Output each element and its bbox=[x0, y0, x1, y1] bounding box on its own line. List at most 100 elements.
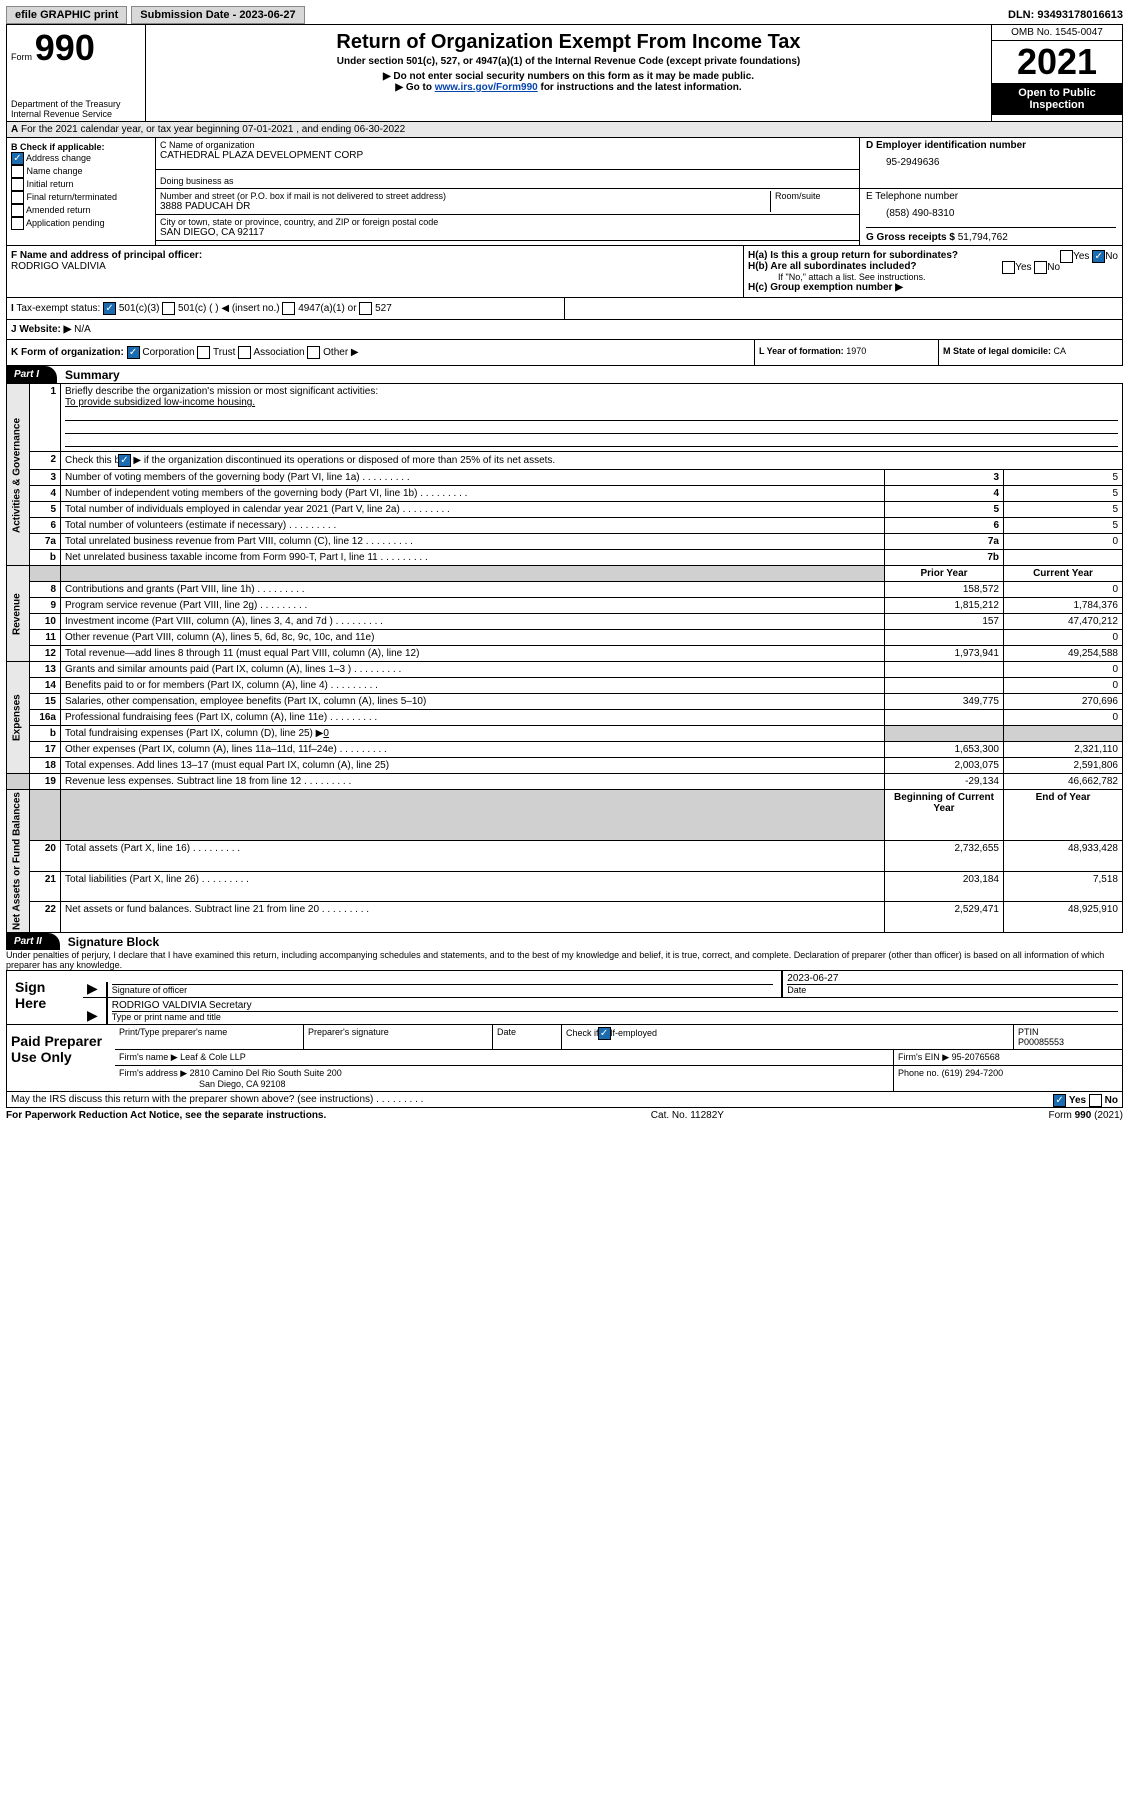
ha-no-checkbox[interactable]: ✓ bbox=[1092, 250, 1105, 263]
yes-label: Yes bbox=[1073, 251, 1089, 262]
gross-value: 51,794,762 bbox=[958, 232, 1008, 243]
yes-label-2: Yes bbox=[1015, 262, 1031, 273]
firm-addr1: 2810 Camino Del Rio South Suite 200 bbox=[190, 1068, 342, 1078]
may-irs-text: May the IRS discuss this return with the… bbox=[11, 1094, 423, 1105]
l21-current: 7,518 bbox=[1004, 871, 1123, 902]
corp-checkbox[interactable]: ✓ bbox=[127, 346, 140, 359]
l4-text: Number of independent voting members of … bbox=[61, 486, 885, 502]
form-number: 990 bbox=[35, 27, 95, 68]
suite-label: Room/suite bbox=[775, 191, 855, 201]
l1-value: To provide subsidized low-income housing… bbox=[65, 397, 255, 408]
l16b-text: Total fundraising expenses (Part IX, col… bbox=[65, 728, 323, 739]
4947-label: 4947(a)(1) or bbox=[298, 303, 356, 314]
l9-prior: 1,815,212 bbox=[885, 598, 1004, 614]
top-bar: efile GRAPHIC print Submission Date - 20… bbox=[6, 6, 1123, 24]
name-change-checkbox[interactable] bbox=[11, 165, 24, 178]
4947-checkbox[interactable] bbox=[282, 302, 295, 315]
l22-prior: 2,529,471 bbox=[885, 902, 1004, 933]
side-expenses: Expenses bbox=[7, 662, 30, 774]
gross-label: G Gross receipts $ bbox=[866, 232, 955, 243]
part2-tab: Part II bbox=[6, 933, 60, 950]
sign-block: Sign Here ▶ Signature of officer 2023-06… bbox=[6, 970, 1123, 1025]
l15-prior: 349,775 bbox=[885, 694, 1004, 710]
l16a-current: 0 bbox=[1004, 710, 1123, 726]
hb-no-checkbox[interactable] bbox=[1034, 261, 1047, 274]
l16a-prior bbox=[885, 710, 1004, 726]
tax-year-range: For the 2021 calendar year, or tax year … bbox=[21, 124, 405, 135]
l16b-value: 0 bbox=[323, 728, 329, 739]
side-revenue: Revenue bbox=[7, 566, 30, 662]
submission-button[interactable]: Submission Date - 2023-06-27 bbox=[131, 6, 304, 24]
l11-text: Other revenue (Part VIII, column (A), li… bbox=[61, 630, 885, 646]
l4-value: 5 bbox=[1004, 486, 1123, 502]
l18-prior: 2,003,075 bbox=[885, 758, 1004, 774]
l7b-value bbox=[1004, 550, 1123, 566]
form-label: Form bbox=[11, 52, 32, 62]
trust-checkbox[interactable] bbox=[197, 346, 210, 359]
l8-text: Contributions and grants (Part VIII, lin… bbox=[61, 582, 885, 598]
addr-change-checkbox[interactable]: ✓ bbox=[11, 152, 24, 165]
l12-text: Total revenue—add lines 8 through 11 (mu… bbox=[61, 646, 885, 662]
l19-prior: -29,134 bbox=[885, 774, 1004, 790]
app-pending-checkbox[interactable] bbox=[11, 217, 24, 230]
final-return-checkbox[interactable] bbox=[11, 191, 24, 204]
sig-date-value: 2023-06-27 bbox=[787, 973, 1118, 984]
entity-grid: B Check if applicable: ✓ Address change … bbox=[6, 137, 1123, 246]
yes-label-3: Yes bbox=[1069, 1095, 1086, 1106]
footer-mid: Cat. No. 11282Y bbox=[651, 1110, 724, 1121]
l7b-text: Net unrelated business taxable income fr… bbox=[61, 550, 885, 566]
may-irs-no-checkbox[interactable] bbox=[1089, 1094, 1102, 1107]
l22-text: Net assets or fund balances. Subtract li… bbox=[61, 902, 885, 933]
hb-note: If "No," attach a list. See instructions… bbox=[748, 272, 1118, 282]
l21-text: Total liabilities (Part X, line 26) bbox=[61, 871, 885, 902]
may-irs-yes-checkbox[interactable]: ✓ bbox=[1053, 1094, 1066, 1107]
l7a-text: Total unrelated business revenue from Pa… bbox=[61, 534, 885, 550]
amended-checkbox[interactable] bbox=[11, 204, 24, 217]
l18-text: Total expenses. Add lines 13–17 (must eq… bbox=[61, 758, 885, 774]
hb-yes-checkbox[interactable] bbox=[1002, 261, 1015, 274]
year-formation-label: L Year of formation: bbox=[759, 346, 844, 356]
l2-checkbox[interactable]: ✓ bbox=[118, 454, 131, 467]
part1-header: Part I Summary bbox=[6, 366, 1123, 383]
ha-yes-checkbox[interactable] bbox=[1060, 250, 1073, 263]
firm-addr-label: Firm's address ▶ bbox=[119, 1068, 187, 1078]
final-return-label: Final return/terminated bbox=[27, 192, 118, 202]
other-checkbox[interactable] bbox=[307, 346, 320, 359]
side-activities: Activities & Governance bbox=[7, 384, 30, 566]
phone-label: E Telephone number bbox=[866, 191, 1116, 202]
efile-button[interactable]: efile GRAPHIC print bbox=[6, 6, 127, 24]
officer-name-title: RODRIGO VALDIVIA Secretary bbox=[112, 1000, 1118, 1011]
l7a-value: 0 bbox=[1004, 534, 1123, 550]
501c3-checkbox[interactable]: ✓ bbox=[103, 302, 116, 315]
501c3-label: 501(c)(3) bbox=[119, 303, 160, 314]
prep-name-label: Print/Type preparer's name bbox=[115, 1025, 304, 1049]
ptin-value: P00085553 bbox=[1018, 1037, 1064, 1047]
paid-preparer-label: Paid Preparer Use Only bbox=[7, 1025, 115, 1091]
assoc-checkbox[interactable] bbox=[238, 346, 251, 359]
street-label: Number and street (or P.O. box if mail i… bbox=[160, 191, 770, 201]
domicile-label: M State of legal domicile: bbox=[943, 346, 1051, 356]
name-change-label: Name change bbox=[27, 166, 83, 176]
l12-prior: 1,973,941 bbox=[885, 646, 1004, 662]
ein-label: D Employer identification number bbox=[866, 140, 1026, 151]
501c-checkbox[interactable] bbox=[162, 302, 175, 315]
l15-current: 270,696 bbox=[1004, 694, 1123, 710]
hdr-prior-year: Prior Year bbox=[885, 566, 1004, 582]
hc-label: H(c) Group exemption number ▶ bbox=[748, 282, 903, 293]
footer-right: Form 990 (2021) bbox=[1049, 1110, 1123, 1121]
initial-return-checkbox[interactable] bbox=[11, 178, 24, 191]
paid-preparer-block: Paid Preparer Use Only Print/Type prepar… bbox=[6, 1025, 1123, 1092]
irs-link[interactable]: www.irs.gov/Form990 bbox=[435, 82, 538, 93]
assoc-label: Association bbox=[253, 347, 304, 358]
l9-text: Program service revenue (Part VIII, line… bbox=[61, 598, 885, 614]
city-label: City or town, state or province, country… bbox=[160, 217, 855, 227]
officer-label: F Name and address of principal officer: bbox=[11, 250, 202, 261]
box-b-label: B Check if applicable: bbox=[11, 142, 105, 152]
org-name: CATHEDRAL PLAZA DEVELOPMENT CORP bbox=[160, 150, 855, 161]
part2-title: Signature Block bbox=[60, 935, 159, 949]
self-employed-text: Check if self-employed bbox=[566, 1028, 657, 1038]
l9-current: 1,784,376 bbox=[1004, 598, 1123, 614]
l18-current: 2,591,806 bbox=[1004, 758, 1123, 774]
self-employed-checkbox[interactable]: ✓ bbox=[598, 1027, 611, 1040]
527-checkbox[interactable] bbox=[359, 302, 372, 315]
